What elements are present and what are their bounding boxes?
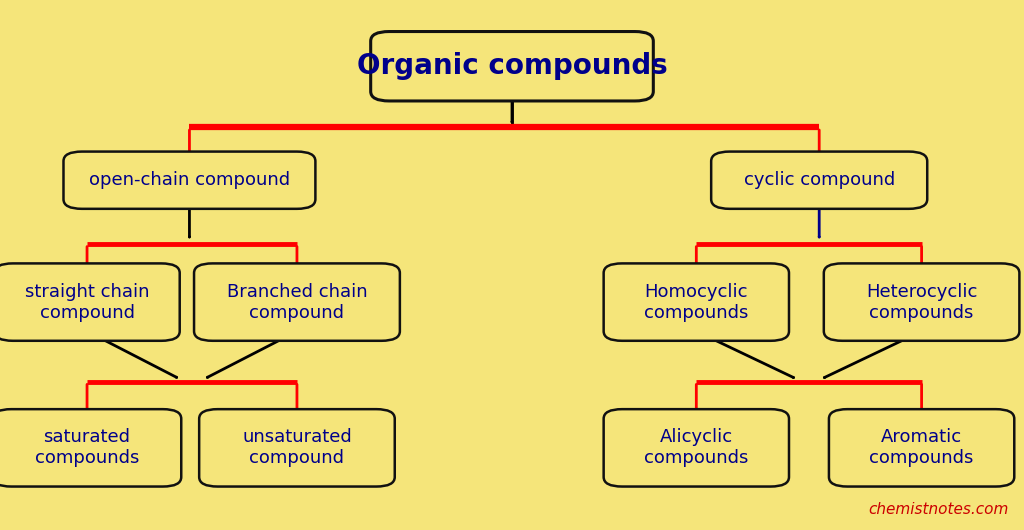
Text: Alicyclic
compounds: Alicyclic compounds: [644, 428, 749, 467]
Text: saturated
compounds: saturated compounds: [35, 428, 139, 467]
FancyBboxPatch shape: [0, 263, 180, 341]
FancyBboxPatch shape: [604, 263, 788, 341]
FancyBboxPatch shape: [823, 263, 1020, 341]
Text: Aromatic
compounds: Aromatic compounds: [869, 428, 974, 467]
Text: Branched chain
compound: Branched chain compound: [226, 282, 368, 322]
FancyBboxPatch shape: [0, 409, 181, 487]
Text: straight chain
compound: straight chain compound: [25, 282, 150, 322]
FancyBboxPatch shape: [371, 32, 653, 101]
FancyBboxPatch shape: [829, 409, 1014, 487]
FancyBboxPatch shape: [63, 152, 315, 209]
Text: open-chain compound: open-chain compound: [89, 171, 290, 189]
FancyBboxPatch shape: [711, 152, 928, 209]
Text: Heterocyclic
compounds: Heterocyclic compounds: [866, 282, 977, 322]
Text: chemistnotes.com: chemistnotes.com: [868, 502, 1009, 517]
Text: Homocyclic
compounds: Homocyclic compounds: [644, 282, 749, 322]
Text: cyclic compound: cyclic compound: [743, 171, 895, 189]
FancyBboxPatch shape: [604, 409, 788, 487]
FancyBboxPatch shape: [199, 409, 394, 487]
Text: Organic compounds: Organic compounds: [356, 52, 668, 80]
FancyBboxPatch shape: [194, 263, 399, 341]
Text: unsaturated
compound: unsaturated compound: [242, 428, 352, 467]
